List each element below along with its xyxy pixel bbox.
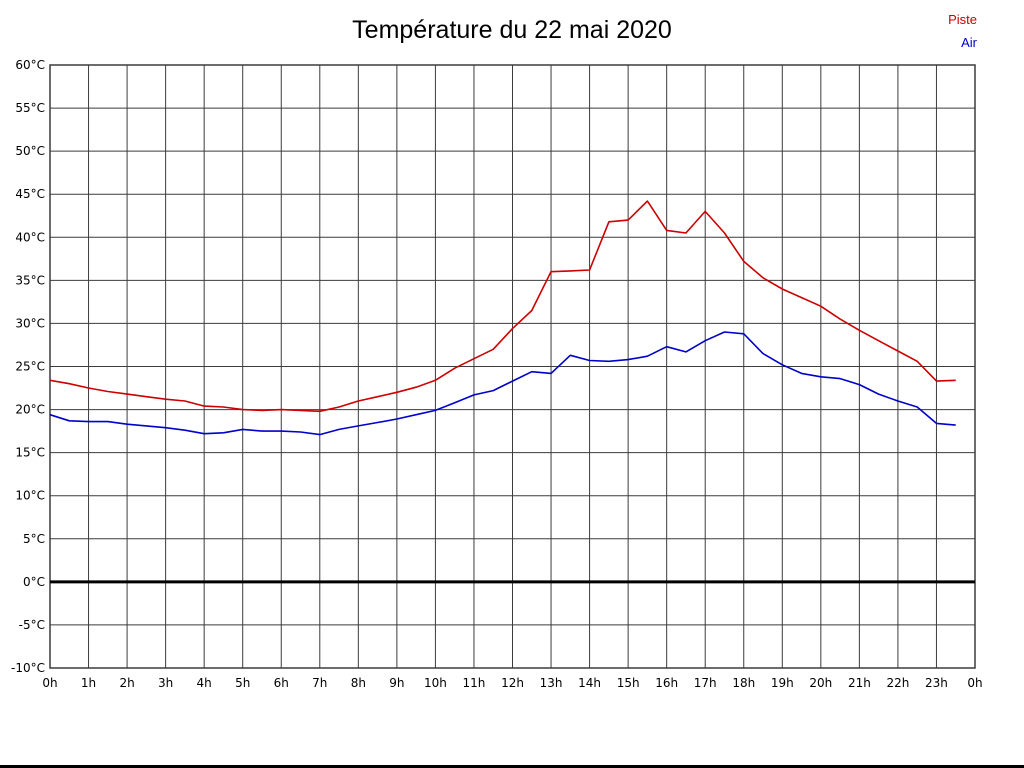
x-axis-tick-label: 10h: [424, 676, 447, 690]
x-axis-tick-label: 6h: [274, 676, 289, 690]
page-bottom-border: [0, 765, 1024, 768]
x-axis-tick-label: 22h: [886, 676, 909, 690]
y-axis-tick-label: 10°C: [15, 489, 45, 503]
y-axis-tick-label: 25°C: [15, 360, 45, 374]
y-axis-tick-label: 20°C: [15, 403, 45, 417]
y-axis-tick-label: 60°C: [15, 58, 45, 72]
x-axis-tick-label: 12h: [501, 676, 524, 690]
x-axis-tick-label: 7h: [312, 676, 327, 690]
x-axis-tick-label: 19h: [771, 676, 794, 690]
y-axis-tick-label: 5°C: [23, 532, 45, 546]
x-axis-tick-label: 21h: [848, 676, 871, 690]
x-axis-tick-label: 17h: [694, 676, 717, 690]
x-axis-tick-label: 0h: [42, 676, 57, 690]
x-axis-tick-label: 2h: [119, 676, 134, 690]
y-axis-tick-label: 0°C: [23, 575, 45, 589]
y-axis-tick-label: 40°C: [15, 230, 45, 244]
x-axis-tick-label: 14h: [578, 676, 601, 690]
legend-air-label: Air: [961, 35, 977, 50]
chart-legend: Piste Air: [948, 8, 977, 54]
page-title: Température du 22 mai 2020: [352, 16, 672, 44]
x-axis-tick-label: 16h: [655, 676, 678, 690]
y-axis-tick-label: 50°C: [15, 144, 45, 158]
series-line-air: [49, 331, 956, 436]
series-line-piste: [49, 200, 956, 413]
plot-frame: [49, 64, 976, 669]
x-axis-tick-label: 3h: [158, 676, 173, 690]
y-axis-tick-label: 35°C: [15, 273, 45, 287]
x-axis-tick-label: 5h: [235, 676, 250, 690]
x-axis-tick-label: 11h: [463, 676, 486, 690]
x-axis-tick-label: 9h: [389, 676, 404, 690]
x-axis-tick-label: 8h: [351, 676, 366, 690]
x-axis-tick-label: 13h: [540, 676, 563, 690]
y-axis-tick-label: 30°C: [15, 316, 45, 330]
x-axis-tick-label: 15h: [617, 676, 640, 690]
x-axis-tick-label: 20h: [809, 676, 832, 690]
x-axis-tick-label: 0h: [967, 676, 982, 690]
x-axis-tick-label: 1h: [81, 676, 96, 690]
temperature-line-chart: 60°C 55°C 50°C 45°C 40°C 35°C 30°C 25°C 20°C 15°C…: [11, 58, 983, 690]
y-axis-tick-label: -10°C: [11, 661, 45, 675]
y-axis-tick-label: 45°C: [15, 187, 45, 201]
legend-piste-label: Piste: [948, 12, 977, 27]
y-axis-tick-label: 55°C: [15, 101, 45, 115]
x-axis-tick-label: 23h: [925, 676, 948, 690]
y-axis-tick-label: 15°C: [15, 446, 45, 460]
y-axis-tick-label: -5°C: [19, 618, 45, 632]
x-axis-tick-label: 4h: [197, 676, 212, 690]
x-axis-tick-label: 18h: [732, 676, 755, 690]
